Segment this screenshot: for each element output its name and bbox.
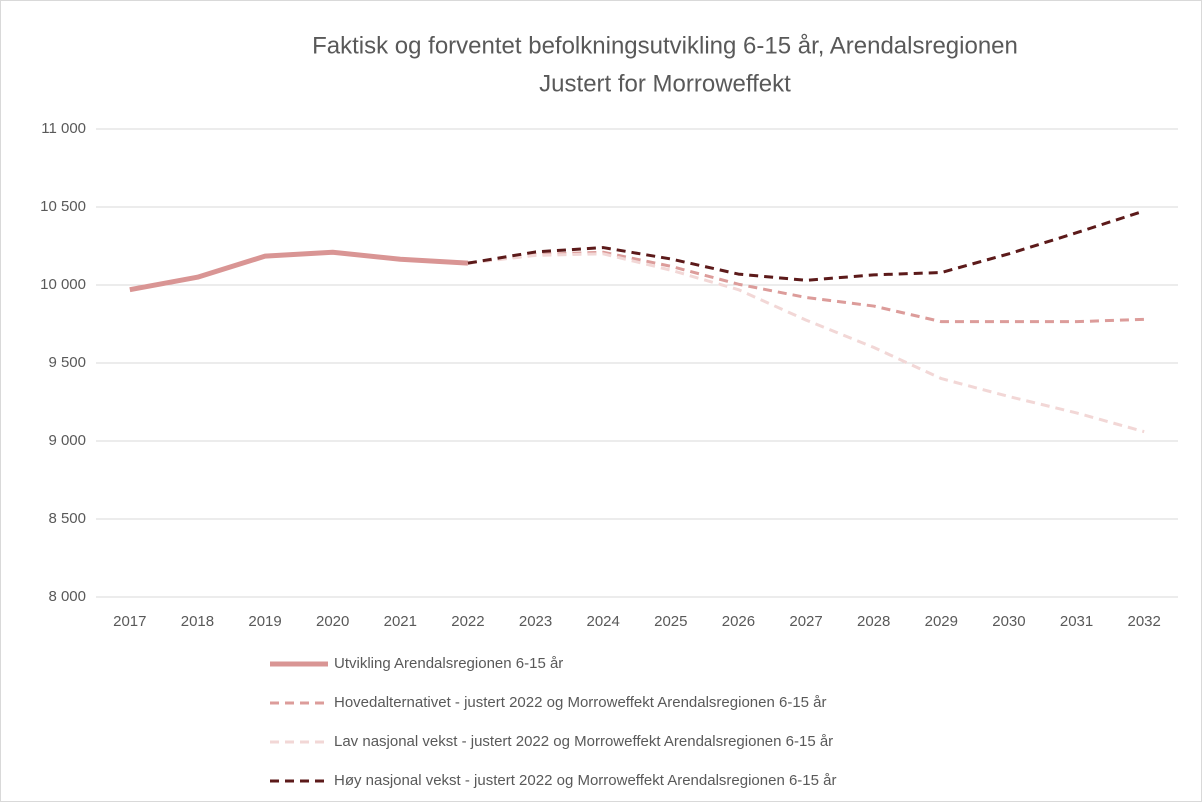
x-tick-label: 2026 (722, 613, 755, 630)
series-line (467, 252, 1145, 434)
legend-label: Lav nasjonal vekst - justert 2022 og Mor… (334, 733, 833, 750)
y-tick-label: 9 500 (48, 354, 86, 371)
x-tick-label: 2027 (789, 613, 822, 630)
series-line (129, 249, 469, 293)
x-tick-label: 2028 (857, 613, 890, 630)
y-tick-label: 11 000 (41, 120, 86, 137)
y-tick-label: 9 000 (48, 432, 86, 449)
legend-label: Hovedalternativet - justert 2022 og Morr… (334, 694, 827, 711)
x-tick-label: 2018 (181, 613, 214, 630)
y-tick-label: 10 500 (40, 198, 86, 215)
x-tick-label: 2030 (992, 613, 1025, 630)
y-tick-label: 10 000 (40, 276, 86, 293)
x-tick-label: 2032 (1128, 613, 1161, 630)
x-tick-label: 2031 (1060, 613, 1093, 630)
y-tick-label: 8 000 (48, 588, 86, 605)
x-tick-label: 2019 (248, 613, 281, 630)
x-tick-label: 2023 (519, 613, 552, 630)
legend-label: Høy nasjonal vekst - justert 2022 og Mor… (334, 772, 837, 789)
x-tick-label: 2020 (316, 613, 349, 630)
chart-subtitle: Justert for Morroweffekt (539, 70, 791, 97)
x-tick-label: 2025 (654, 613, 687, 630)
x-tick-label: 2021 (384, 613, 417, 630)
chart-title: Faktisk og forventet befolkningsutviklin… (312, 32, 1018, 59)
x-tick-label: 2024 (587, 613, 620, 630)
series-line (467, 209, 1145, 282)
y-tick-label: 8 500 (48, 510, 86, 527)
legend-label: Utvikling Arendalsregionen 6-15 år (334, 655, 563, 672)
x-tick-label: 2017 (113, 613, 146, 630)
x-tick-label: 2029 (925, 613, 958, 630)
x-tick-label: 2022 (451, 613, 484, 630)
